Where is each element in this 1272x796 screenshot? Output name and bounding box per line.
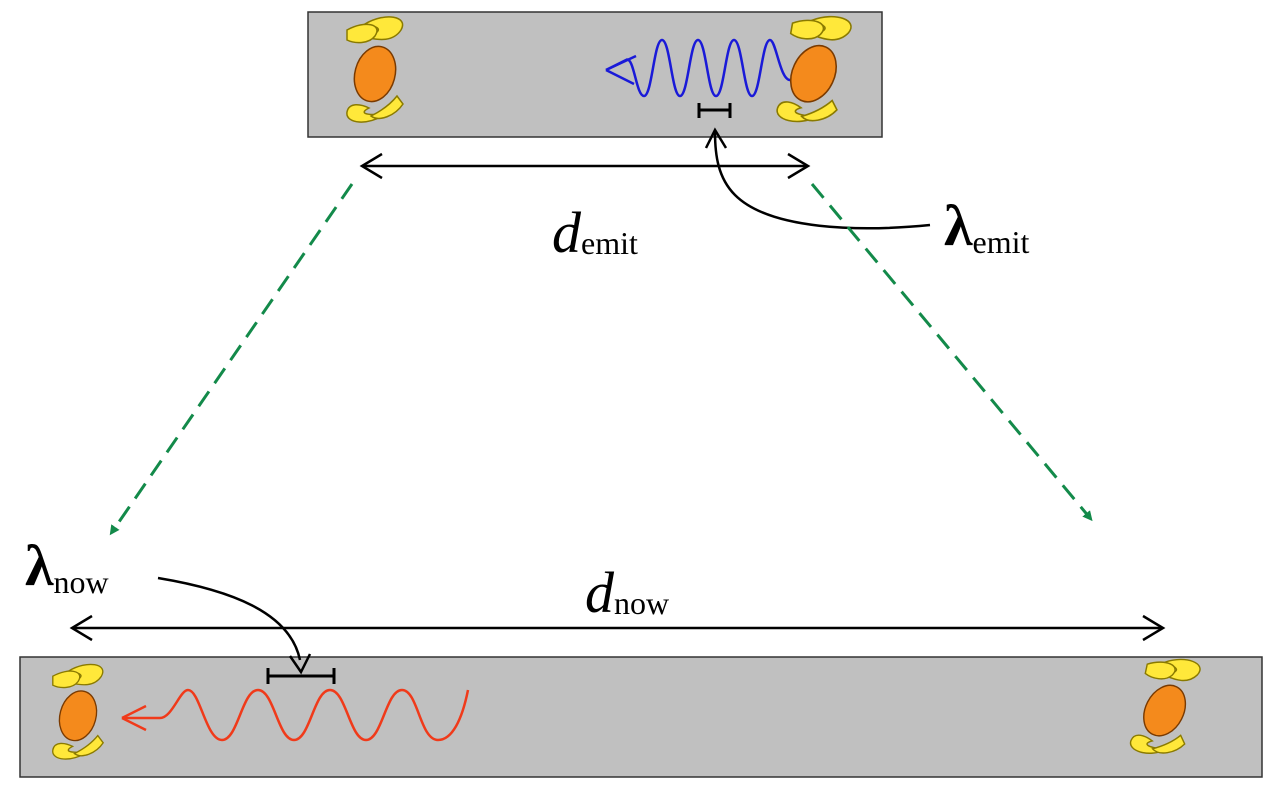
lambda-emit-pointer-head: [704, 127, 728, 149]
emitted-light-arrowhead: [605, 54, 637, 86]
lambda-now-pointer-head: [288, 653, 312, 675]
expansion-arrow-left: [109, 183, 354, 536]
lambda-now-pointer: [157, 576, 302, 661]
d-now-label: dnow: [585, 560, 669, 625]
now-wavelength-bracket: [266, 668, 336, 684]
observed-light-arrowhead: [121, 704, 147, 732]
expansion-arrow-right: [810, 183, 1093, 522]
emit-wavelength-bracket: [697, 103, 732, 118]
d-now-distance-arrow: [69, 614, 1166, 642]
emitted-light-wave: [605, 38, 791, 98]
lambda-emit-label: λemit: [944, 193, 1029, 260]
now-epoch-panel: [19, 656, 1263, 778]
lambda-emit-pointer: [713, 131, 931, 230]
d-emit-distance-arrow: [359, 152, 811, 180]
lambda-now-label: λnow: [25, 533, 109, 600]
observed-light-wave: [122, 688, 470, 742]
d-emit-label: demit: [552, 200, 638, 265]
